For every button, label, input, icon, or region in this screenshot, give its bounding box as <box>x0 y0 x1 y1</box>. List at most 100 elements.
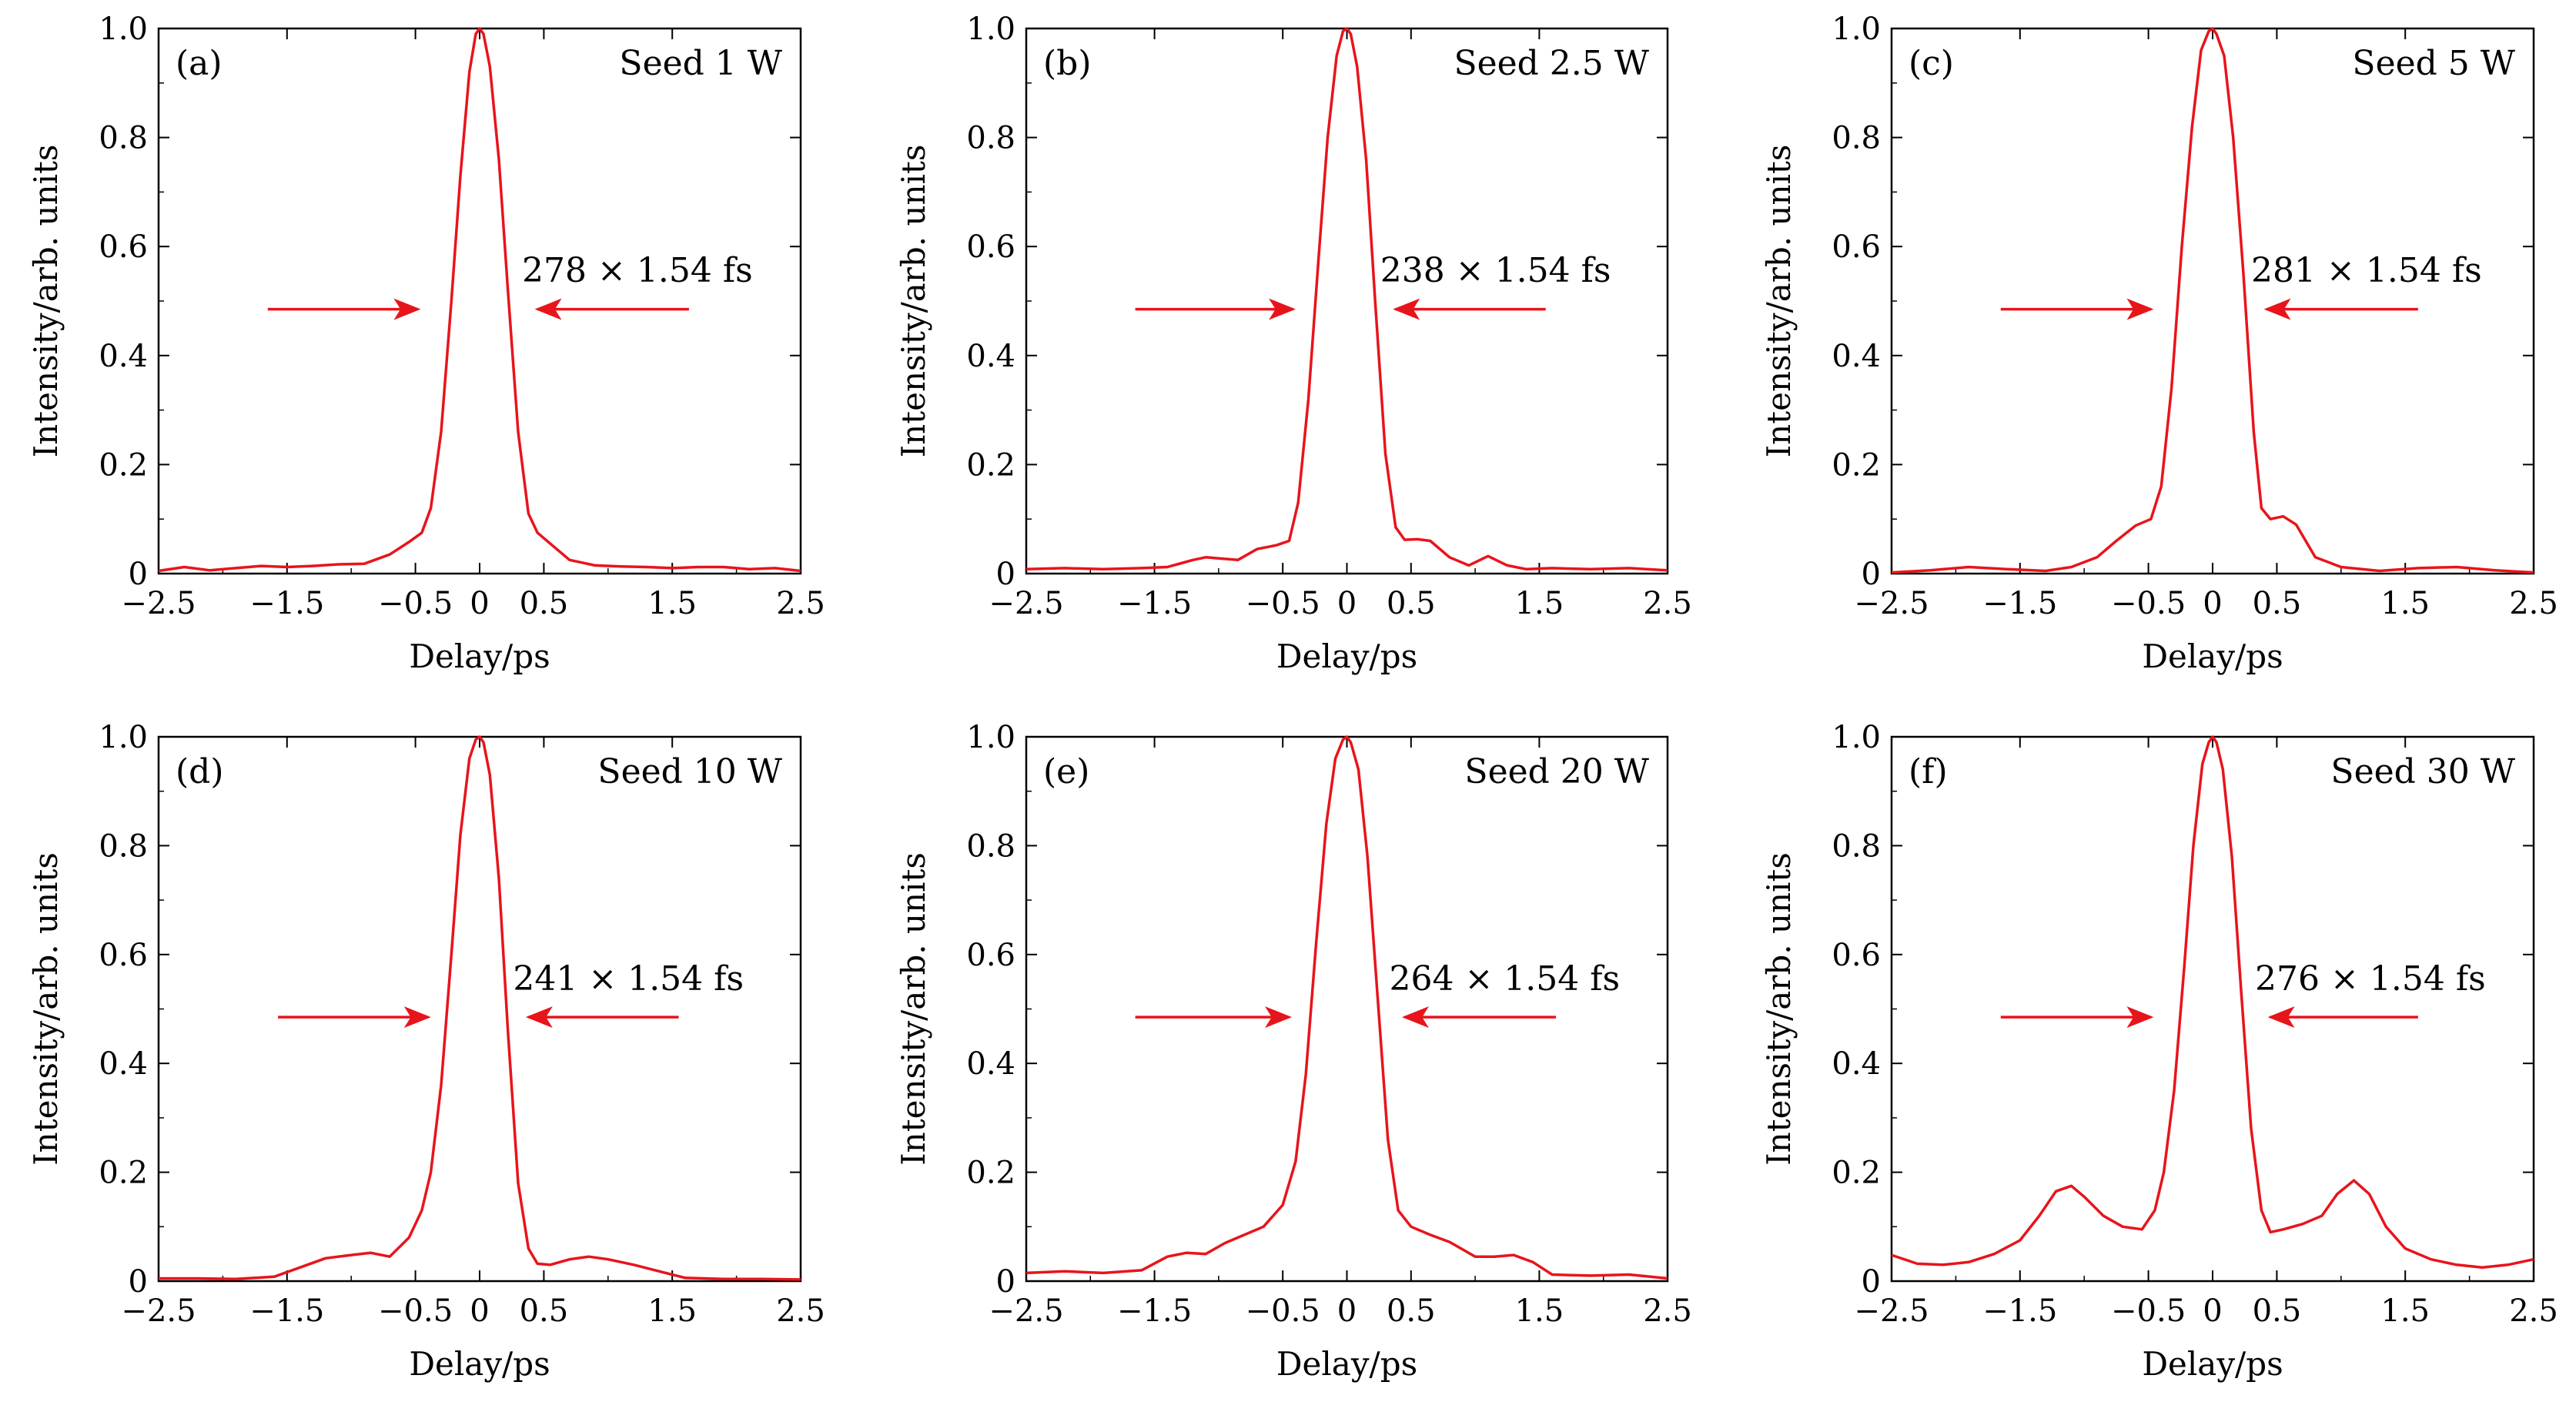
y-tick-label: 1.0 <box>99 12 148 47</box>
panel-tag: (c) <box>1909 44 1954 83</box>
autocorrelation-curve <box>1891 735 2534 1270</box>
y-tick-label: 0 <box>1862 1264 1881 1300</box>
x-tick-label: 0.5 <box>2253 1293 2302 1329</box>
y-tick-label: 0.8 <box>1832 121 1881 156</box>
y-tick-label: 0 <box>996 1264 1015 1300</box>
y-tick-label: 0.6 <box>99 229 148 265</box>
y-tick-label: 0.4 <box>1832 1046 1881 1082</box>
x-tick-label: −2.5 <box>989 586 1063 621</box>
y-tick-label: 1.0 <box>99 720 148 755</box>
x-tick-label: 0.5 <box>1387 586 1436 621</box>
autocorrelation-curve <box>159 735 801 1281</box>
y-tick-label: 0.4 <box>99 339 148 374</box>
autocorrelation-curve <box>1025 27 1668 572</box>
y-axis-label: Intensity/arb. units <box>27 145 65 458</box>
y-tick-label: 0.2 <box>966 1156 1015 1191</box>
y-tick-label: 0.6 <box>966 229 1015 265</box>
autocorrelation-curve <box>1891 27 2534 574</box>
x-tick-label: 0 <box>2203 1293 2222 1329</box>
x-tick-label: −1.5 <box>1117 586 1192 621</box>
panel-tag: (b) <box>1043 44 1092 83</box>
x-tick-label: 1.5 <box>647 586 697 621</box>
y-tick-label: 1.0 <box>966 720 1015 755</box>
x-axis-label: Delay/ps <box>2142 637 2283 675</box>
series-label: Seed 10 W <box>597 752 782 791</box>
x-tick-label: −2.5 <box>989 1293 1063 1329</box>
y-axis-label: Intensity/arb. units <box>895 145 932 458</box>
y-tick-label: 0 <box>129 1264 148 1300</box>
y-tick-label: 0.8 <box>1832 828 1881 864</box>
x-tick-label: −0.5 <box>2111 586 2186 621</box>
x-tick-label: 0 <box>2203 586 2222 621</box>
y-tick-label: 0.2 <box>966 447 1015 483</box>
y-tick-label: 0.4 <box>966 1046 1015 1082</box>
y-tick-label: 0.6 <box>1832 938 1881 973</box>
series-label: Seed 30 W <box>2330 752 2515 791</box>
autocorrelation-curve <box>1025 735 1668 1280</box>
fwhm-annotation: 278 × 1.54 fs <box>522 251 753 290</box>
x-tick-label: −2.5 <box>1854 1293 1929 1329</box>
y-tick-label: 1.0 <box>966 12 1015 47</box>
fwhm-annotation: 276 × 1.54 fs <box>2255 959 2486 999</box>
x-tick-label: −0.5 <box>378 586 453 621</box>
y-tick-label: 0 <box>996 557 1015 592</box>
x-tick-label: −2.5 <box>121 586 196 621</box>
x-tick-label: −2.5 <box>121 1293 196 1329</box>
panel-tag: (d) <box>176 752 224 791</box>
autocorrelation-curve <box>158 27 801 573</box>
x-axis-label: Delay/ps <box>409 1345 550 1383</box>
x-tick-label: −0.5 <box>2111 1293 2186 1329</box>
panel-f: −2.5 −1.5 −0.5 0 0.5 1.5 2.5 0 0.2 0.4 0.6 0.8 1.0 De… <box>1760 720 2558 1383</box>
y-tick-label: 0.6 <box>99 938 148 973</box>
y-tick-label: 0.4 <box>1832 339 1881 374</box>
x-tick-label: 1.5 <box>1515 1293 1564 1329</box>
x-tick-label: 2.5 <box>1643 1293 1692 1329</box>
y-tick-label: 0.2 <box>1832 1156 1881 1191</box>
panel-tag: (f) <box>1909 752 1948 791</box>
plot-frame <box>1890 735 2535 1283</box>
panel-d: −2.5 −1.5 −0.5 0 0.5 1.5 2.5 0 0.2 0.4 0.6 0.8 1.0 De… <box>27 720 825 1383</box>
y-tick-label: 1.0 <box>1832 720 1881 755</box>
plot-frame <box>157 27 802 575</box>
x-tick-label: 1.5 <box>1515 586 1564 621</box>
series-label: Seed 2.5 W <box>1454 44 1649 83</box>
y-tick-label: 1.0 <box>1832 12 1881 47</box>
x-tick-label: −1.5 <box>1117 1293 1192 1329</box>
x-tick-label: −1.5 <box>1982 1293 2057 1329</box>
y-axis-label: Intensity/arb. units <box>1760 852 1798 1166</box>
y-axis-label: Intensity/arb. units <box>1760 145 1798 458</box>
x-tick-label: 2.5 <box>776 586 825 621</box>
y-tick-label: 0.8 <box>99 828 148 864</box>
x-tick-label: 2.5 <box>2509 1293 2558 1329</box>
y-axis-label: Intensity/arb. units <box>895 852 932 1166</box>
y-tick-label: 0.2 <box>99 1156 148 1191</box>
x-tick-label: 1.5 <box>2380 1293 2430 1329</box>
x-tick-label: 2.5 <box>2509 586 2558 621</box>
plot-frame <box>157 735 802 1283</box>
x-tick-label: 0 <box>1337 586 1357 621</box>
x-tick-label: −0.5 <box>378 1293 453 1329</box>
x-tick-label: 1.5 <box>647 1293 697 1329</box>
x-axis-label: Delay/ps <box>1276 637 1417 675</box>
plot-frame <box>1025 27 1669 575</box>
y-tick-label: 0 <box>1862 557 1881 592</box>
panel-tag: (a) <box>176 44 222 83</box>
y-tick-label: 0.8 <box>966 828 1015 864</box>
x-axis-label: Delay/ps <box>409 637 550 675</box>
x-tick-label: −0.5 <box>1246 1293 1320 1329</box>
panel-c: −2.5 −1.5 −0.5 0 0.5 1.5 2.5 0 0.2 0.4 0.6 0.8 1.0 De… <box>1760 12 2558 675</box>
y-tick-label: 0.8 <box>966 121 1015 156</box>
x-tick-label: 0 <box>1337 1293 1357 1329</box>
y-tick-label: 0.2 <box>99 447 148 483</box>
x-tick-label: −2.5 <box>1854 586 1929 621</box>
y-axis-label: Intensity/arb. units <box>27 852 65 1166</box>
y-tick-label: 0.2 <box>1832 447 1881 483</box>
plot-frame <box>1890 27 2535 575</box>
x-tick-label: 2.5 <box>1643 586 1692 621</box>
x-tick-label: −0.5 <box>1246 586 1320 621</box>
y-tick-label: 0.6 <box>966 938 1015 973</box>
y-tick-label: 0.8 <box>99 121 148 156</box>
series-label: Seed 1 W <box>619 44 782 83</box>
x-tick-label: 0.5 <box>1387 1293 1436 1329</box>
